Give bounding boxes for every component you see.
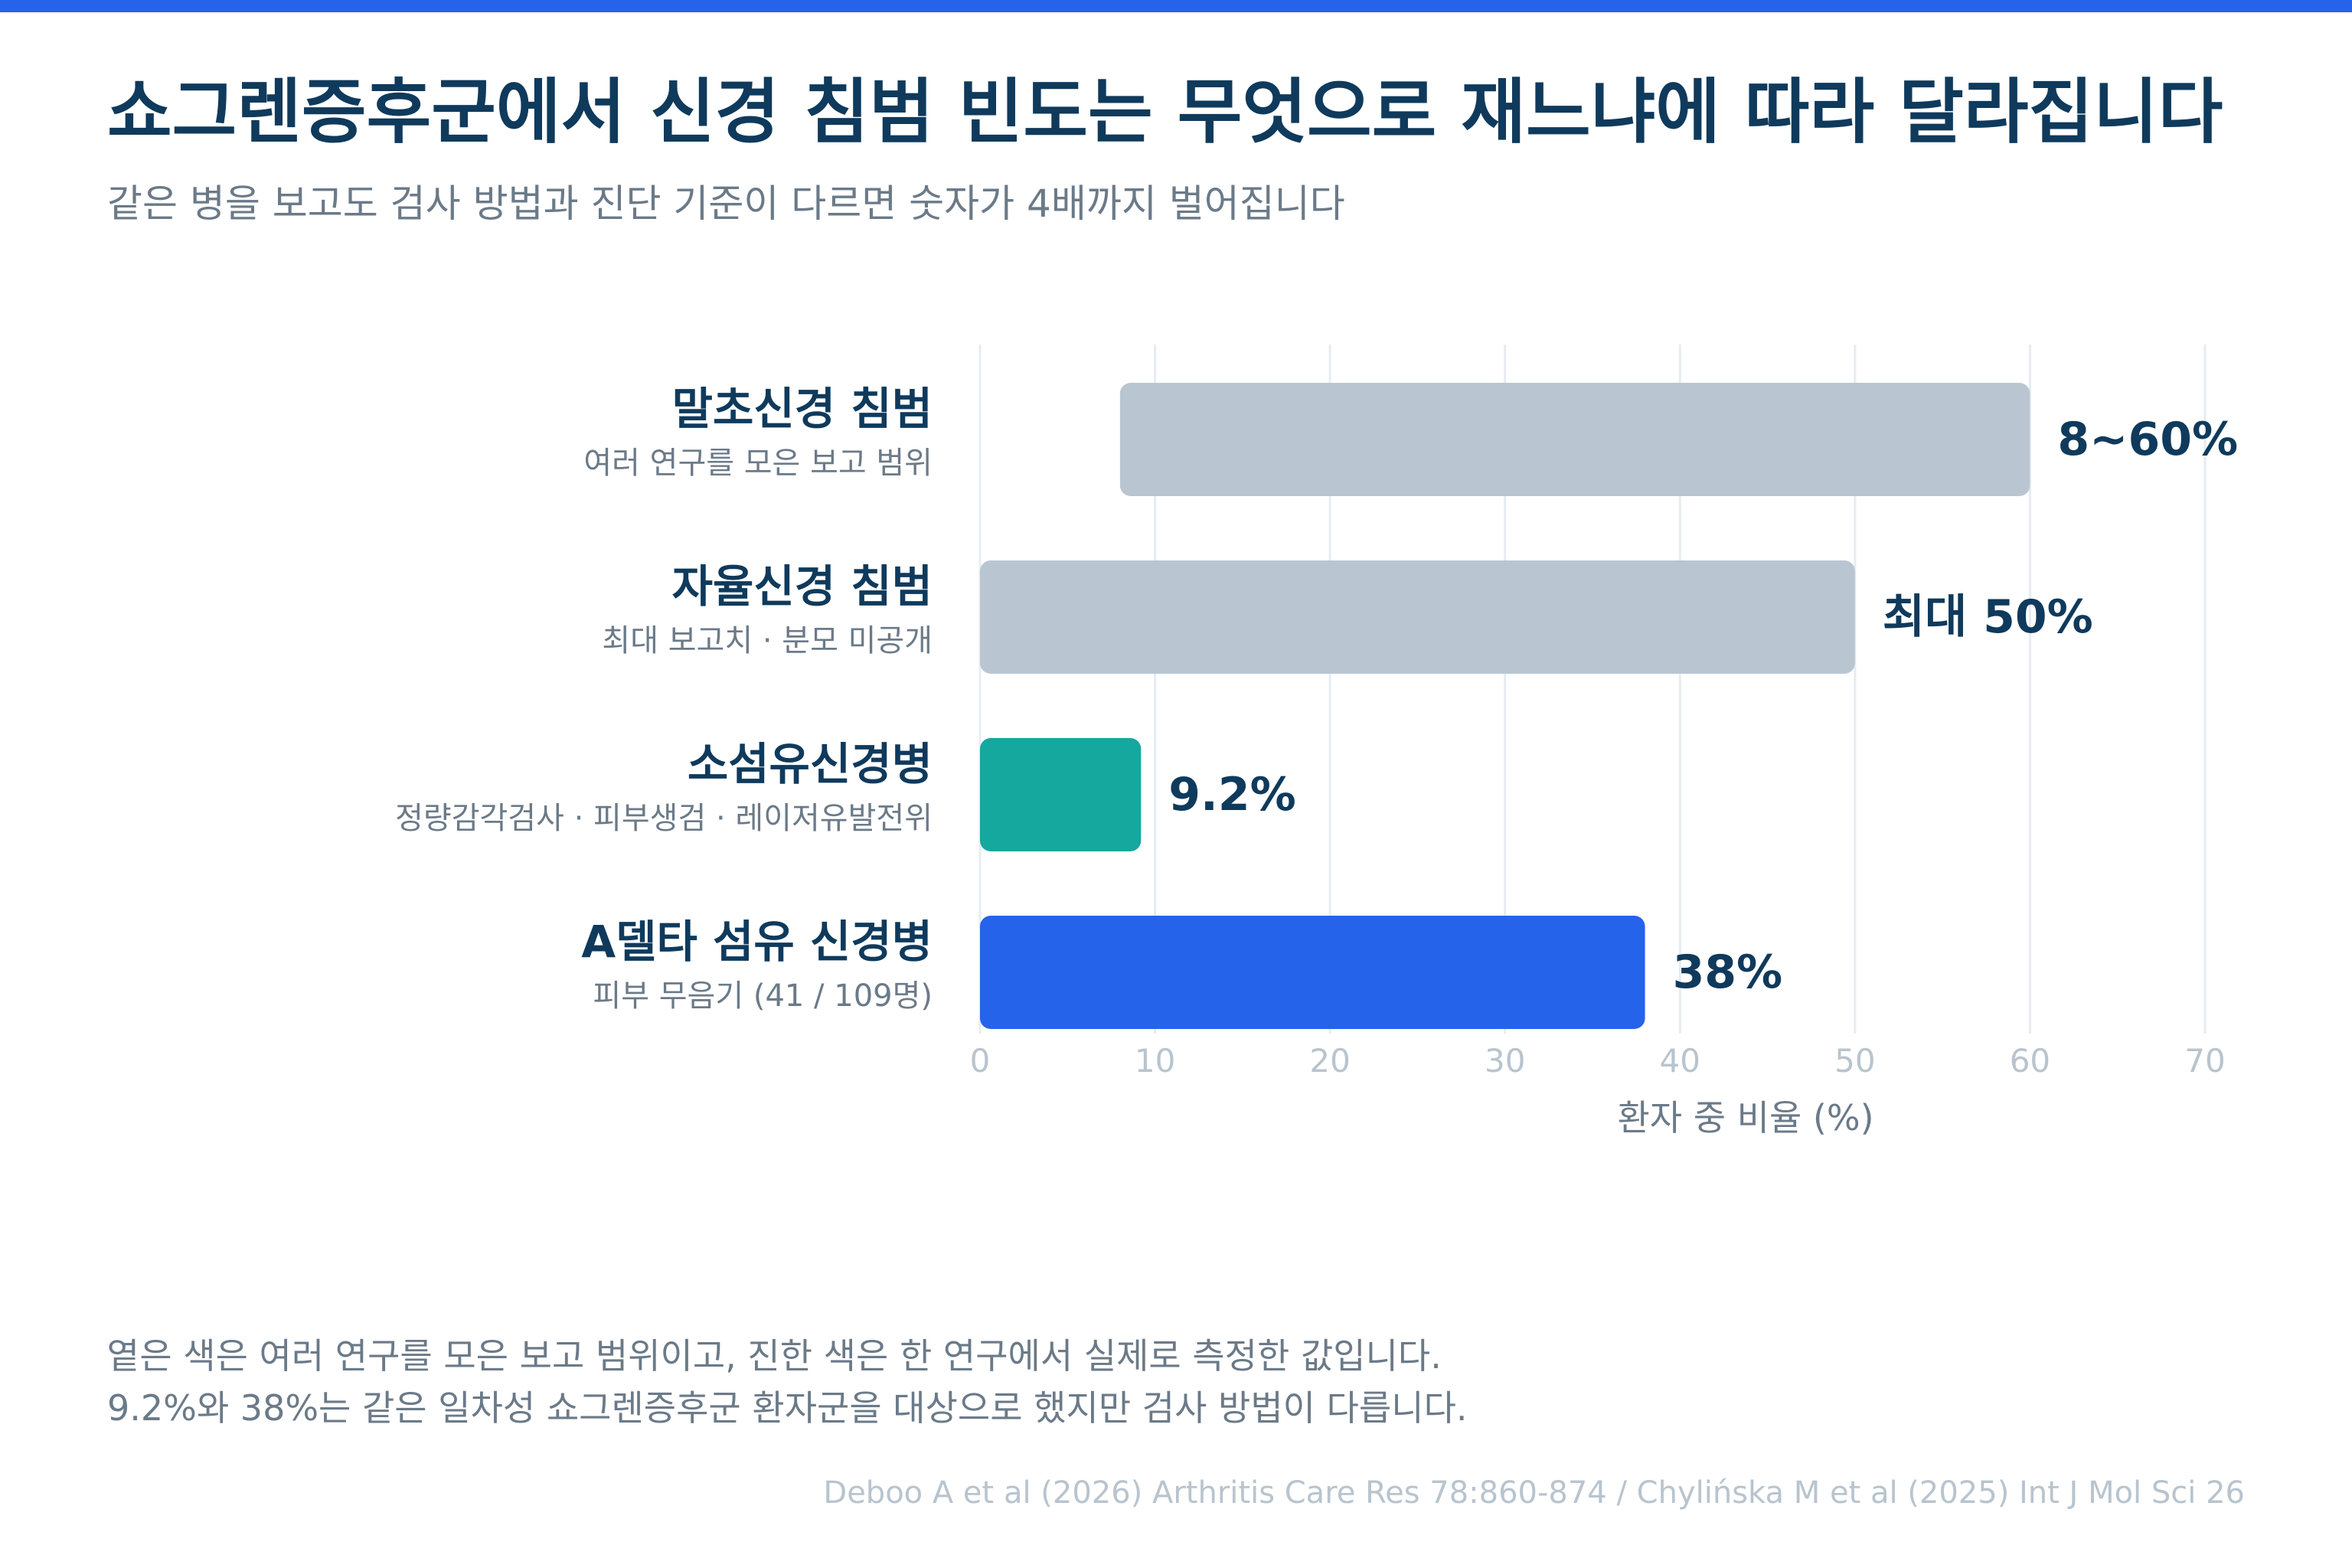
category-sublabel-4: 피부 무음기 (41 / 109명) [593, 978, 933, 1014]
x-tick-50: 50 [1834, 1042, 1875, 1080]
page-title: 쇼그렌증후군에서 신경 침범 빈도는 무엇으로 재느냐에 따라 달라집니다 [107, 71, 2223, 153]
bar-4 [980, 916, 1645, 1029]
footnote-line-2: 9.2%와 38%는 같은 일차성 쇼그렌증후군 환자군을 대상으로 했지만 검… [107, 1387, 1468, 1429]
source-citation: Deboo A et al (2026) Arthritis Care Res … [823, 1475, 2245, 1511]
value-label-4: 38% [1673, 946, 1783, 999]
bar-1 [1119, 383, 2030, 496]
category-sublabel-2: 최대 보고치 · 분모 미공개 [602, 623, 933, 658]
category-label-4: A델타 섬유 신경병 [581, 916, 933, 968]
category-sublabel-3: 정량감각검사 · 피부생검 · 레이저유발전위 [395, 801, 933, 836]
x-axis-label: 환자 중 비율 (%) [1617, 1097, 1873, 1138]
footnote-line-1: 옅은 색은 여러 연구를 모은 보고 범위이고, 진한 색은 한 연구에서 실제… [107, 1335, 1442, 1377]
bar-2 [980, 560, 1855, 674]
x-tick-70: 70 [2184, 1042, 2225, 1080]
top-accent-bar [0, 0, 2352, 12]
value-label-1: 8~60% [2057, 413, 2238, 466]
x-tick-30: 30 [1485, 1042, 1525, 1080]
category-label-2: 자율신경 침범 [672, 560, 933, 612]
x-tick-10: 10 [1135, 1042, 1175, 1080]
category-sublabel-1: 여러 연구를 모은 보고 범위 [583, 446, 933, 481]
category-label-3: 소섬유신경병 [688, 738, 933, 790]
page-subtitle: 같은 병을 보고도 검사 방법과 진단 기준이 다르면 숫자가 4배까지 벌어집… [107, 181, 1345, 226]
value-label-2: 최대 50% [1883, 590, 2093, 644]
x-tick-40: 40 [1660, 1042, 1700, 1080]
category-label-1: 말초신경 침범 [672, 383, 933, 435]
x-tick-60: 60 [2010, 1042, 2050, 1080]
x-tick-20: 20 [1309, 1042, 1350, 1080]
value-label-3: 9.2% [1168, 768, 1295, 822]
x-tick-0: 0 [970, 1042, 991, 1080]
bar-3 [980, 738, 1142, 851]
